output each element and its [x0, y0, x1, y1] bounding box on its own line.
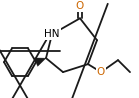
- Text: HN: HN: [44, 29, 60, 39]
- Polygon shape: [34, 58, 46, 66]
- Text: O: O: [76, 1, 84, 11]
- Text: O: O: [97, 67, 105, 77]
